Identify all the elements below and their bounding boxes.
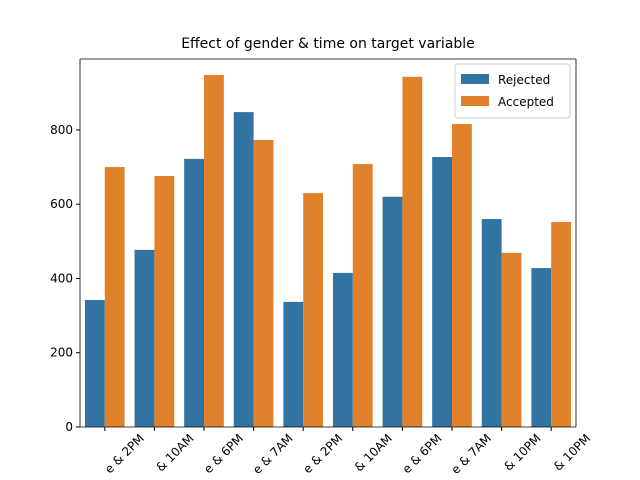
- bar: [233, 112, 254, 427]
- x-tick-label: & 10AM: [352, 431, 395, 474]
- bar: [184, 158, 204, 427]
- bar: [204, 74, 224, 427]
- bar: [402, 76, 423, 428]
- legend-swatch: [461, 74, 489, 84]
- bar: [84, 300, 105, 427]
- bar: [501, 252, 522, 427]
- chart-title: Effect of gender & time on target variab…: [181, 36, 475, 52]
- bar: [104, 167, 125, 427]
- x-tick-label: e & 7AM: [448, 431, 494, 477]
- bar: [134, 249, 155, 427]
- x-tick-label: & 10AM: [153, 431, 196, 474]
- y-tick-label: 0: [65, 420, 73, 434]
- bar: [154, 175, 175, 427]
- bar: [382, 196, 403, 427]
- x-tick-label: & 10PM: [501, 431, 543, 473]
- bar: [481, 219, 502, 427]
- bar: [332, 272, 353, 427]
- bar: [283, 301, 304, 427]
- legend-label: Rejected: [498, 73, 550, 87]
- x-tick-label: e & 7AM: [250, 431, 296, 477]
- bar: [352, 164, 373, 427]
- y-tick-label: 400: [50, 271, 73, 285]
- y-tick-label: 800: [50, 123, 73, 137]
- legend-swatch: [461, 96, 489, 106]
- x-tick-label: e & 2PM: [102, 431, 147, 476]
- bar: [452, 123, 472, 427]
- legend-label: Accepted: [498, 95, 554, 109]
- x-tick-label: e & 2PM: [300, 431, 345, 476]
- y-tick-label: 200: [50, 346, 73, 360]
- y-tick-label: 600: [50, 197, 73, 211]
- bar: [303, 193, 324, 427]
- x-tick-label: & 10PM: [551, 431, 593, 473]
- bar: [432, 157, 452, 427]
- bar: [253, 139, 274, 427]
- bar: [551, 222, 572, 427]
- x-tick-label: e & 6PM: [201, 431, 246, 476]
- bar: [531, 268, 552, 427]
- x-tick-label: e & 6PM: [400, 431, 445, 476]
